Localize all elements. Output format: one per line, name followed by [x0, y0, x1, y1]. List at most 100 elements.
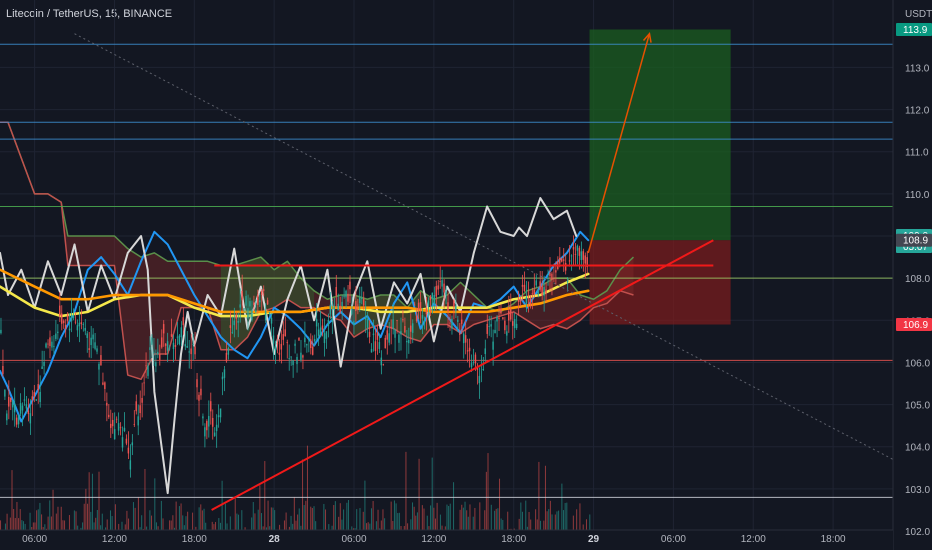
- volume-bar: [83, 503, 85, 548]
- volume-bar: [405, 451, 407, 548]
- candle-body: [429, 296, 432, 300]
- candle-body: [47, 343, 49, 345]
- candle-body: [153, 351, 155, 353]
- price-axis: USDT 102.0103.0104.0105.0106.0107.0108.0…: [892, 0, 932, 550]
- volume-bar: [346, 502, 348, 548]
- candle-body: [276, 342, 279, 345]
- y-tick-label: 102.0: [905, 527, 930, 538]
- candle-body: [392, 319, 394, 330]
- volume-bar: [464, 501, 466, 548]
- candle-body: [239, 304, 241, 308]
- candle-body: [70, 314, 73, 322]
- volume-bar: [86, 503, 89, 548]
- candle-body: [4, 389, 6, 397]
- candle-body: [86, 333, 88, 338]
- candle-body: [496, 316, 498, 322]
- volume-bar: [433, 507, 435, 548]
- candle-body: [217, 415, 220, 418]
- volume-bar: [498, 478, 501, 548]
- candle-body: [445, 291, 447, 296]
- candle-body: [404, 326, 406, 333]
- projection-arrowhead: [642, 32, 652, 43]
- cloud-fill-green: [354, 290, 448, 342]
- candle-body: [311, 346, 314, 355]
- candle-body: [357, 304, 359, 306]
- candle-body: [23, 399, 26, 401]
- candle-body: [545, 289, 547, 294]
- candle-body: [325, 331, 328, 339]
- candle-body: [296, 357, 298, 365]
- candle-body: [382, 364, 385, 366]
- candle-body: [110, 423, 112, 428]
- candle-body: [345, 290, 347, 298]
- volume-bar: [436, 502, 438, 548]
- candle-body: [310, 339, 312, 349]
- price-tag-value: 113.9: [903, 25, 928, 36]
- volume-bar: [487, 453, 489, 548]
- candle-body: [215, 424, 218, 432]
- candle-body: [504, 320, 506, 331]
- candle-body: [417, 302, 420, 310]
- volume-bar: [495, 508, 497, 548]
- volume-bar: [564, 502, 566, 548]
- candle-body: [470, 363, 473, 367]
- candle-body: [433, 295, 435, 305]
- volume-bar: [91, 473, 93, 548]
- candle-body: [410, 325, 412, 332]
- candle-body: [221, 376, 224, 380]
- candle-body: [2, 365, 4, 374]
- symbol-title: Litecoin / TetherUS, 15, BINANCE: [6, 8, 173, 20]
- volume-bar: [49, 500, 51, 548]
- candle-body: [572, 246, 575, 250]
- volume-bar: [252, 502, 254, 548]
- candle-body: [449, 322, 451, 324]
- candle-body: [41, 366, 43, 369]
- candle-body: [492, 341, 494, 350]
- volume-bar: [313, 506, 315, 548]
- candle-body: [84, 327, 86, 331]
- candle-body: [378, 342, 381, 349]
- candle-body: [190, 348, 192, 355]
- volume-bar: [390, 501, 392, 548]
- indicator-lines: [0, 197, 590, 495]
- volume-bar: [466, 510, 468, 548]
- x-tick-label: 06:00: [341, 534, 366, 545]
- candle-body: [451, 318, 453, 329]
- candle-body: [155, 362, 157, 367]
- candle-body: [584, 255, 586, 264]
- candle-body: [176, 336, 179, 338]
- candle-body: [192, 343, 194, 345]
- candle-body: [559, 257, 561, 264]
- volume-bar: [535, 509, 537, 548]
- volume-bar: [160, 500, 162, 548]
- candle-body: [184, 344, 186, 347]
- candle-body: [288, 358, 290, 359]
- candle-body: [543, 287, 545, 296]
- candle-body: [315, 319, 318, 327]
- candle-body: [251, 309, 253, 320]
- candle-body: [562, 259, 565, 261]
- candle-body: [394, 329, 396, 338]
- candle-body: [270, 317, 273, 324]
- candle-body: [206, 421, 208, 431]
- candle-body: [368, 331, 371, 337]
- x-tick-label: 18:00: [821, 534, 846, 545]
- candle-body: [313, 339, 316, 342]
- volume-bar: [448, 505, 450, 548]
- volume-bar: [264, 461, 266, 548]
- volume-bar: [418, 458, 420, 548]
- y-tick-label: 113.0: [905, 63, 930, 74]
- volume-bar: [474, 507, 476, 548]
- candle-body: [396, 320, 398, 321]
- candle-body: [408, 339, 410, 344]
- candle-body: [535, 280, 537, 286]
- volume-bar: [377, 509, 379, 548]
- candle-body: [278, 352, 281, 355]
- candle-body: [274, 346, 277, 351]
- candle-body: [96, 348, 98, 352]
- candle-body: [92, 334, 94, 340]
- dotted-trendline: [74, 33, 894, 460]
- volume-bar: [13, 508, 15, 548]
- volume-bar: [449, 503, 451, 548]
